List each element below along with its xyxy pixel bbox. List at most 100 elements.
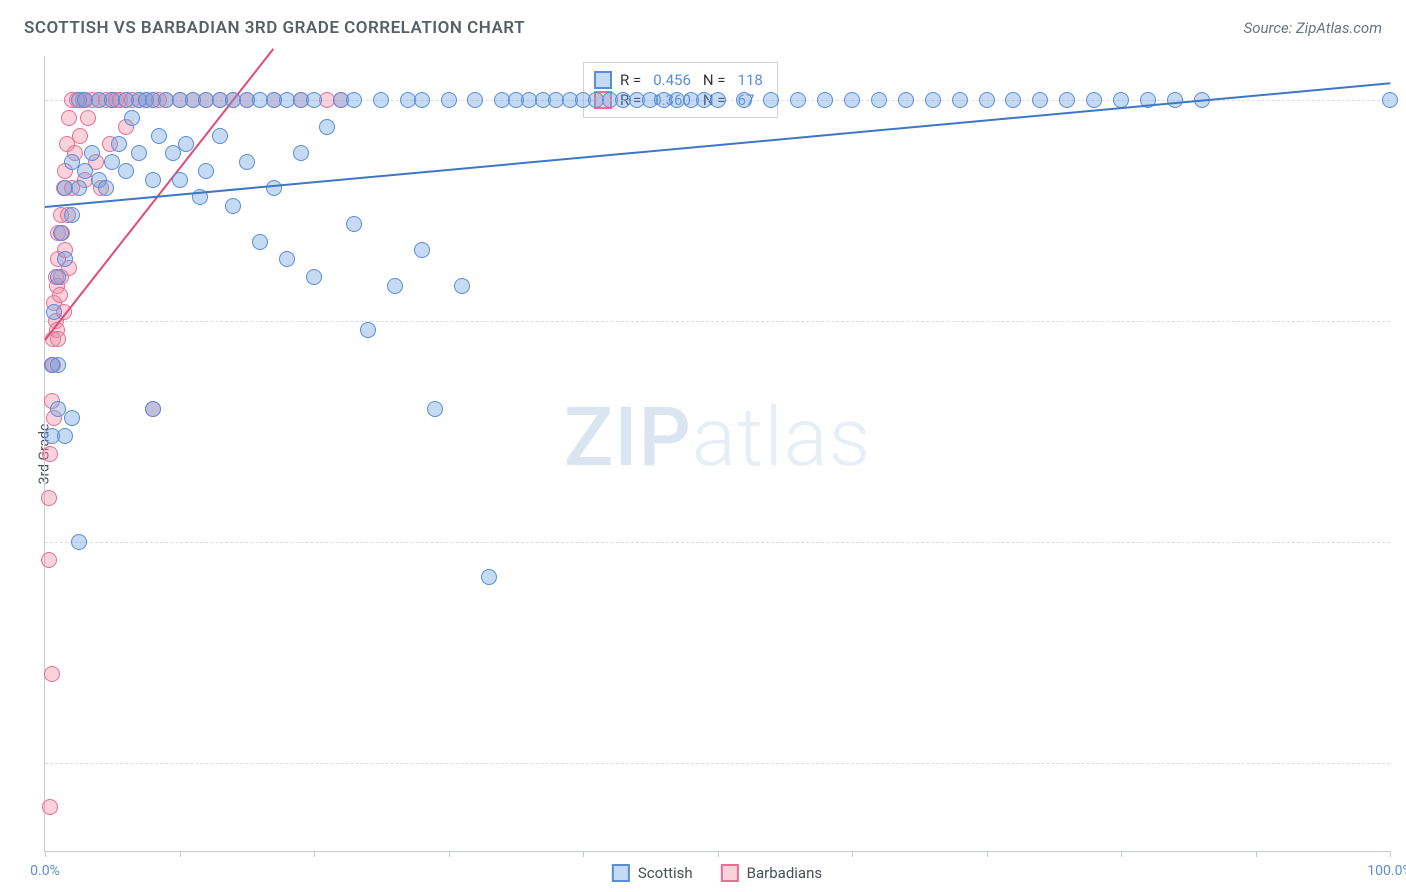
bottom-legend: Scottish Barbadians	[612, 864, 822, 882]
data-point	[198, 163, 214, 179]
legend-scottish: Scottish	[612, 864, 693, 882]
data-point	[53, 225, 69, 241]
data-point	[57, 428, 73, 444]
x-tick	[718, 851, 719, 857]
data-point	[252, 234, 268, 250]
data-point	[64, 207, 80, 223]
data-point	[50, 357, 66, 373]
data-point	[46, 304, 62, 320]
x-tick-label: 100.0%	[1367, 863, 1406, 879]
x-tick	[45, 851, 46, 857]
data-point	[454, 278, 470, 294]
x-tick	[1256, 851, 1257, 857]
gridline	[45, 321, 1390, 322]
data-point	[124, 110, 140, 126]
data-point	[72, 128, 88, 144]
data-point	[50, 401, 66, 417]
data-point	[178, 136, 194, 152]
data-point	[871, 92, 887, 108]
data-point	[710, 92, 726, 108]
x-tick	[852, 851, 853, 857]
data-point	[71, 534, 87, 550]
data-point	[80, 110, 96, 126]
data-point	[346, 92, 362, 108]
data-point	[172, 172, 188, 188]
source-text: Source: ZipAtlas.com	[1244, 19, 1382, 37]
data-point	[763, 92, 779, 108]
data-point	[1382, 92, 1398, 108]
data-point	[279, 251, 295, 267]
data-point	[50, 269, 66, 285]
data-point	[118, 163, 134, 179]
data-point	[44, 666, 60, 682]
data-point	[1167, 92, 1183, 108]
gridline	[45, 763, 1390, 764]
data-point	[239, 154, 255, 170]
data-point	[467, 92, 483, 108]
data-point	[1005, 92, 1021, 108]
data-point	[293, 145, 309, 161]
data-point	[736, 92, 752, 108]
chart-title: SCOTTISH VS BARBADIAN 3RD GRADE CORRELAT…	[24, 18, 525, 38]
stats-swatch	[594, 71, 612, 89]
data-point	[441, 92, 457, 108]
data-point	[212, 128, 228, 144]
data-point	[151, 128, 167, 144]
gridline	[45, 542, 1390, 543]
data-point	[979, 92, 995, 108]
x-tick-label: 0.0%	[30, 863, 60, 879]
data-point	[145, 172, 161, 188]
legend-swatch-barbadians	[721, 864, 739, 882]
x-tick	[314, 851, 315, 857]
x-tick	[1390, 851, 1391, 857]
data-point	[319, 119, 335, 135]
data-point	[1059, 92, 1075, 108]
data-point	[42, 446, 58, 462]
data-point	[42, 799, 58, 815]
data-point	[306, 269, 322, 285]
data-point	[1086, 92, 1102, 108]
x-tick	[1121, 851, 1122, 857]
data-point	[373, 92, 389, 108]
chart-area: 3rd Grade ZIPatlas R =0.456N =118R =0.36…	[44, 56, 1390, 852]
data-point	[64, 410, 80, 426]
data-point	[57, 251, 73, 267]
data-point	[84, 145, 100, 161]
data-point	[71, 180, 87, 196]
x-tick	[987, 851, 988, 857]
data-point	[1032, 92, 1048, 108]
data-point	[844, 92, 860, 108]
data-point	[414, 92, 430, 108]
x-tick	[583, 851, 584, 857]
data-point	[41, 552, 57, 568]
legend-barbadians: Barbadians	[721, 864, 822, 882]
data-point	[427, 401, 443, 417]
watermark: ZIPatlas	[564, 390, 871, 486]
data-point	[414, 242, 430, 258]
legend-swatch-scottish	[612, 864, 630, 882]
data-point	[952, 92, 968, 108]
plot-region: ZIPatlas R =0.456N =118R =0.360N =67 92.…	[44, 56, 1390, 852]
data-point	[52, 287, 68, 303]
data-point	[898, 92, 914, 108]
data-point	[145, 401, 161, 417]
data-point	[360, 322, 376, 338]
data-point	[50, 331, 66, 347]
x-tick	[449, 851, 450, 857]
data-point	[387, 278, 403, 294]
data-point	[817, 92, 833, 108]
data-point	[225, 198, 241, 214]
data-point	[41, 490, 57, 506]
correlation-stats-box: R =0.456N =118R =0.360N =67	[583, 62, 778, 118]
data-point	[266, 180, 282, 196]
data-point	[131, 145, 147, 161]
data-point	[346, 216, 362, 232]
stats-row: R =0.456N =118	[594, 71, 767, 89]
data-point	[790, 92, 806, 108]
data-point	[481, 569, 497, 585]
data-point	[61, 110, 77, 126]
data-point	[925, 92, 941, 108]
data-point	[306, 92, 322, 108]
data-point	[111, 136, 127, 152]
x-tick	[180, 851, 181, 857]
